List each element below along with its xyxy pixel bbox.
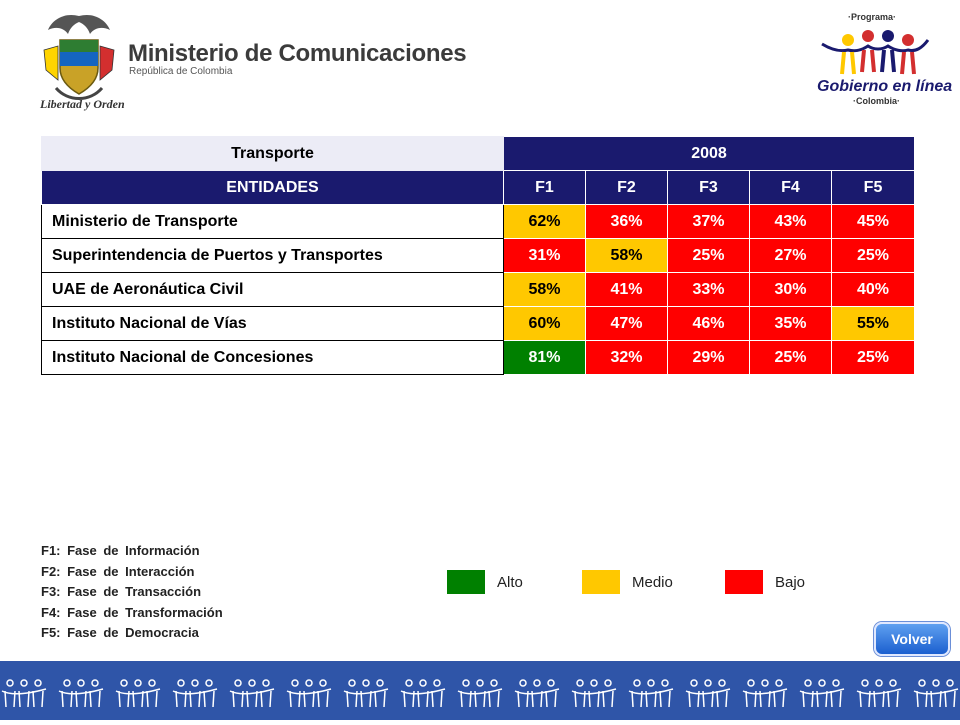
phase-f5-definition: F5: Fase de Democracia: [41, 625, 199, 640]
value-cell: 35%: [749, 306, 832, 341]
legend-swatch-bajo: [725, 570, 763, 594]
value-cell: 30%: [749, 272, 832, 307]
value-cell: 33%: [667, 272, 750, 307]
value-cell: 62%: [503, 204, 586, 239]
table-row: Superintendencia de Puertos y Transporte…: [41, 238, 916, 273]
phase-f3-definition: F3: Fase de Transacción: [41, 584, 202, 599]
entity-name: Instituto Nacional de Vías: [41, 306, 504, 341]
legend-swatch-alto: [447, 570, 485, 594]
ministry-title: Ministerio de Comunicaciones: [128, 40, 467, 67]
gobierno-en-linea-people-icon: [821, 30, 930, 75]
entity-name: Ministerio de Transporte: [41, 204, 504, 239]
people-pattern-icon: [1, 679, 959, 708]
entity-name: Superintendencia de Puertos y Transporte…: [41, 238, 504, 273]
value-cell: 58%: [585, 238, 668, 273]
value-cell: 46%: [667, 306, 750, 341]
value-cell: 25%: [830, 238, 916, 273]
program-country-label: ·Colombia·: [853, 96, 900, 106]
value-cell: 41%: [585, 272, 668, 307]
sector-label: Transporte: [41, 136, 504, 171]
value-cell: 29%: [667, 340, 750, 375]
legend-label-bajo: Bajo: [775, 573, 806, 591]
value-cell: 32%: [585, 340, 668, 375]
value-cell: 36%: [585, 204, 668, 239]
legend-item-medio: Medio: [582, 570, 673, 594]
legend-item-bajo: Bajo: [725, 570, 805, 594]
value-cell: 81%: [503, 340, 586, 375]
legend-item-alto: Alto: [447, 570, 523, 594]
value-cell: 31%: [503, 238, 586, 273]
entities-header: ENTIDADES: [41, 170, 504, 205]
table-row: Ministerio de Transporte 62% 36% 37% 43%…: [41, 204, 916, 239]
column-header-f1: F1: [503, 170, 586, 205]
value-cell: 60%: [503, 306, 586, 341]
phase-f1-definition: F1: Fase de Información: [41, 543, 200, 558]
program-top-label: ·Programa·: [848, 12, 897, 22]
motto-text: Libertad y Orden: [40, 97, 125, 111]
column-header-f4: F4: [749, 170, 832, 205]
program-title: Gobierno en línea: [817, 78, 953, 95]
value-cell: 58%: [503, 272, 586, 307]
table-row: Instituto Nacional de Concesiones 81% 32…: [41, 340, 916, 375]
value-cell: 45%: [830, 204, 916, 239]
column-header-f5: F5: [830, 170, 916, 205]
table-row: Instituto Nacional de Vías 60% 47% 46% 3…: [41, 306, 916, 341]
results-table: Transporte 2008 ENTIDADES F1 F2 F3 F4 F5…: [41, 136, 916, 375]
entity-name: UAE de Aeronáutica Civil: [41, 272, 504, 307]
value-cell: 37%: [667, 204, 750, 239]
column-header-row: ENTIDADES F1 F2 F3 F4 F5: [41, 170, 916, 205]
ministry-subtitle: República de Colombia: [129, 66, 233, 77]
table-row: UAE de Aeronáutica Civil 58% 41% 33% 30%…: [41, 272, 916, 307]
value-cell: 43%: [749, 204, 832, 239]
column-header-f2: F2: [585, 170, 668, 205]
legend-swatch-medio: [582, 570, 620, 594]
coat-of-arms-icon: [43, 14, 115, 100]
entity-name: Instituto Nacional de Concesiones: [41, 340, 504, 375]
value-cell: 25%: [749, 340, 832, 375]
phase-definitions: F1: Fase de Información F2: Fase de Inte…: [41, 541, 223, 644]
footer-band: [0, 661, 960, 720]
column-header-f3: F3: [667, 170, 750, 205]
value-cell: 47%: [585, 306, 668, 341]
value-cell: 55%: [830, 306, 916, 341]
value-cell: 40%: [830, 272, 916, 307]
value-cell: 25%: [667, 238, 750, 273]
table-header-row: Transporte 2008: [41, 136, 916, 171]
legend-label-alto: Alto: [497, 573, 523, 591]
legend-label-medio: Medio: [632, 573, 673, 591]
value-cell: 25%: [830, 340, 916, 375]
year-label: 2008: [502, 136, 916, 171]
value-cell: 27%: [749, 238, 832, 273]
volver-button[interactable]: Volver: [874, 622, 950, 656]
phase-f4-definition: F4: Fase de Transformación: [41, 604, 223, 620]
phase-f2-definition: F2: Fase de Interacción: [41, 563, 195, 579]
